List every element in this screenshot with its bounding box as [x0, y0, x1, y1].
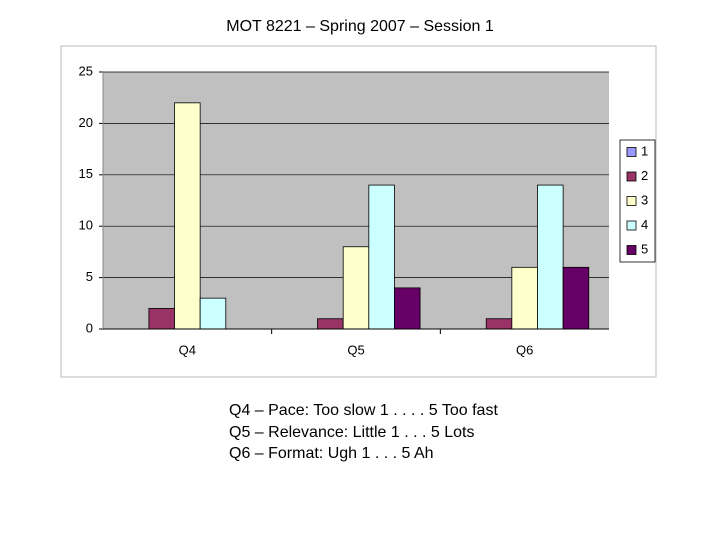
legend-label: 3 [641, 192, 648, 207]
note: Q6 – Format: Ugh 1 . . . 5 Ah [229, 445, 434, 462]
chart-title: MOT 8221 – Spring 2007 – Session 1 [226, 18, 494, 35]
legend-swatch [626, 220, 637, 231]
x-tick-label: Q5 [347, 342, 364, 357]
y-tick-label: 5 [86, 269, 93, 284]
legend-label: 4 [641, 217, 648, 232]
bar [537, 184, 564, 330]
note: Q4 – Pace: Too slow 1 . . . . 5 Too fast [229, 402, 498, 419]
y-tick-label: 15 [79, 166, 93, 181]
note: Q5 – Relevance: Little 1 . . . 5 Lots [229, 424, 474, 441]
legend-label: 5 [641, 241, 648, 256]
legend [619, 139, 656, 263]
bar [511, 266, 538, 330]
y-tick-label: 20 [79, 115, 93, 130]
y-tick-label: 0 [86, 320, 93, 335]
bar [174, 102, 201, 330]
bar [562, 266, 590, 330]
y-tick-label: 10 [79, 218, 93, 233]
legend-swatch [626, 147, 637, 157]
bar [394, 287, 421, 330]
bar [342, 246, 370, 330]
legend-label: 2 [641, 168, 648, 183]
y-tick-label: 25 [79, 63, 93, 78]
bar [368, 184, 395, 330]
x-tick-label: Q4 [179, 342, 196, 357]
bar [199, 297, 227, 330]
bar [148, 308, 175, 330]
legend-swatch [626, 171, 637, 182]
bar [485, 318, 513, 330]
legend-swatch [626, 196, 637, 206]
legend-swatch [626, 245, 637, 255]
bar [317, 318, 344, 330]
x-tick-label: Q6 [516, 342, 533, 357]
legend-label: 1 [641, 143, 648, 158]
